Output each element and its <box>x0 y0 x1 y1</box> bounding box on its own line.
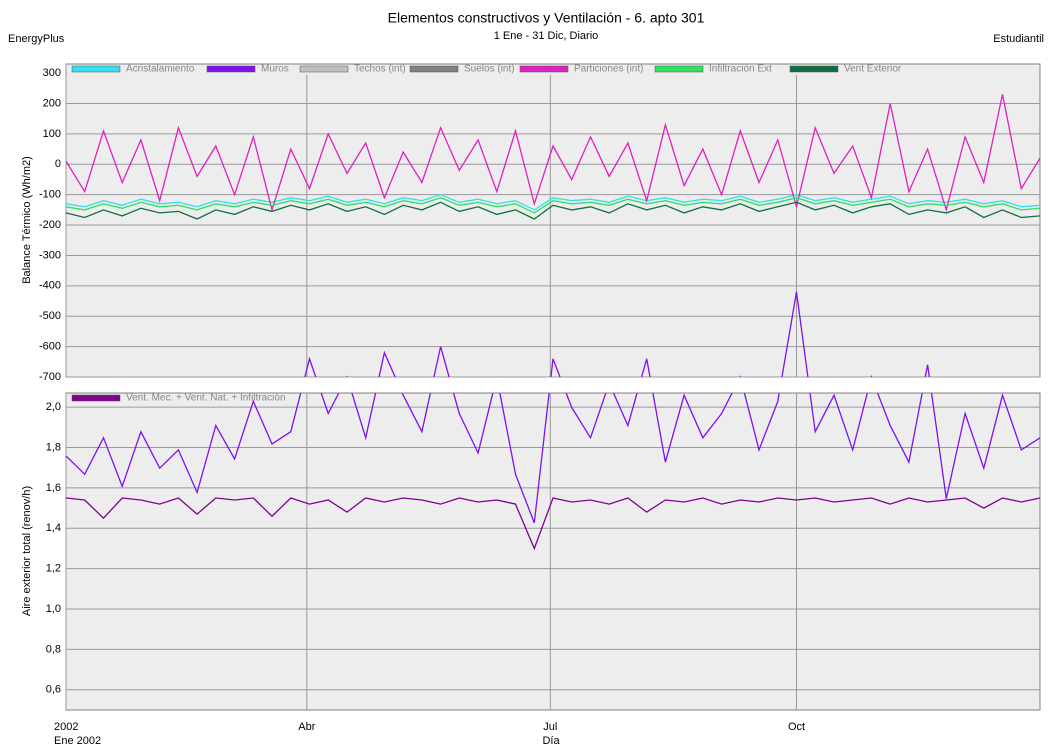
data-line <box>66 94 1040 213</box>
y-tick-label: 0 <box>55 158 61 170</box>
y-tick-label: -300 <box>39 249 61 261</box>
legend-swatch <box>789 65 839 73</box>
y-tick-label: 1,0 <box>46 603 61 615</box>
x-tick-label: Oct <box>788 721 805 733</box>
y-tick-label: -200 <box>39 219 61 231</box>
y-tick-label: 0,8 <box>46 643 61 655</box>
header-right: Estudiantil <box>993 33 1044 45</box>
y-axis-label: Aire exterior total (renov/h) <box>21 486 33 616</box>
y-tick-label: 1,4 <box>46 522 61 534</box>
legend-swatch <box>71 65 121 73</box>
y-axis-label: Balance Térmico (Wh/m2) <box>21 156 33 284</box>
y-tick-label: 200 <box>43 97 61 109</box>
y-tick-label: 1,2 <box>46 563 61 575</box>
y-tick-label: 2,0 <box>46 401 61 413</box>
y-tick-label: 300 <box>43 67 61 79</box>
y-tick-label: 0,6 <box>46 684 61 696</box>
chart-subtitle: 1 Ene - 31 Dic, Diario <box>494 30 599 42</box>
legend-swatch <box>519 65 569 73</box>
legend-label: Vent Exterior <box>844 64 902 75</box>
legend-label: Suelos (int) <box>464 64 515 75</box>
legend-label: Infiltración Ext <box>709 64 772 75</box>
legend-label: Vent. Mec. + Vent. Nat. + Infiltración <box>126 393 286 404</box>
data-line <box>66 201 1040 220</box>
x-tick-label: Abr <box>298 721 315 733</box>
y-tick-label: -100 <box>39 189 61 201</box>
y-tick-label: -700 <box>39 371 61 383</box>
legend-label: Acristalamiento <box>126 64 195 75</box>
y-tick-label: 1,8 <box>46 441 61 453</box>
y-tick-label: -500 <box>39 310 61 322</box>
legend-swatch <box>299 65 349 73</box>
legend-label: Techos (int) <box>354 64 406 75</box>
legend-label: Muros <box>261 64 289 75</box>
header-left: EnergyPlus <box>8 33 65 45</box>
y-tick-label: -600 <box>39 341 61 353</box>
data-line <box>66 197 1040 214</box>
y-tick-label: -400 <box>39 280 61 292</box>
legend-swatch <box>654 65 704 73</box>
y-tick-label: 1,6 <box>46 482 61 494</box>
data-line <box>66 497 1040 551</box>
legend-swatch <box>409 65 459 73</box>
x-axis-sublabel: Ene 2002 <box>54 735 101 747</box>
legend-label: Particiones (int) <box>574 64 643 75</box>
x-tick-label: 2002 <box>54 721 78 733</box>
x-tick-label: Jul <box>543 721 557 733</box>
y-tick-label: 100 <box>43 128 61 140</box>
plot-area <box>65 63 1041 378</box>
plot-area <box>65 392 1041 711</box>
chart-title: Elementos constructivos y Ventilación - … <box>388 10 705 26</box>
x-axis-label: Día <box>542 735 560 747</box>
data-line <box>66 194 1040 211</box>
legend-swatch <box>71 394 121 402</box>
data-line <box>66 291 1040 524</box>
legend-swatch <box>206 65 256 73</box>
